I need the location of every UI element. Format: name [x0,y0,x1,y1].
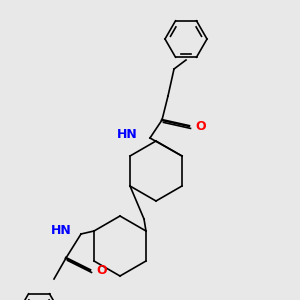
Text: HN: HN [51,224,72,238]
Text: O: O [195,119,206,133]
Text: O: O [96,263,106,277]
Text: HN: HN [117,128,138,142]
